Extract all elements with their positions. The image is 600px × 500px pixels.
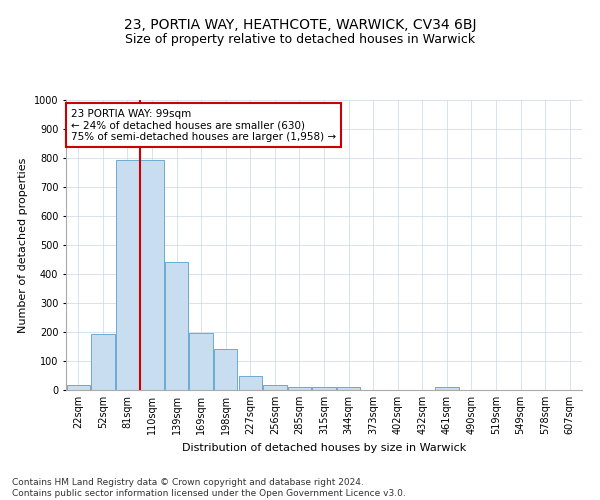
Bar [435,387,458,390]
Y-axis label: Number of detached properties: Number of detached properties [19,158,28,332]
Bar [165,262,188,390]
Bar [337,386,360,390]
Text: 23, PORTIA WAY, HEATHCOTE, WARWICK, CV34 6BJ: 23, PORTIA WAY, HEATHCOTE, WARWICK, CV34… [124,18,476,32]
Bar [190,333,213,390]
Bar [140,160,164,390]
Bar [116,160,139,390]
Bar [67,385,90,390]
Bar [313,386,335,390]
Text: Contains HM Land Registry data © Crown copyright and database right 2024.
Contai: Contains HM Land Registry data © Crown c… [12,478,406,498]
Bar [263,385,287,390]
Text: 23 PORTIA WAY: 99sqm
← 24% of detached houses are smaller (630)
75% of semi-deta: 23 PORTIA WAY: 99sqm ← 24% of detached h… [71,108,336,142]
Text: Size of property relative to detached houses in Warwick: Size of property relative to detached ho… [125,32,475,46]
Bar [214,350,238,390]
Bar [288,386,311,390]
Bar [91,334,115,390]
Bar [239,376,262,390]
X-axis label: Distribution of detached houses by size in Warwick: Distribution of detached houses by size … [182,442,466,452]
